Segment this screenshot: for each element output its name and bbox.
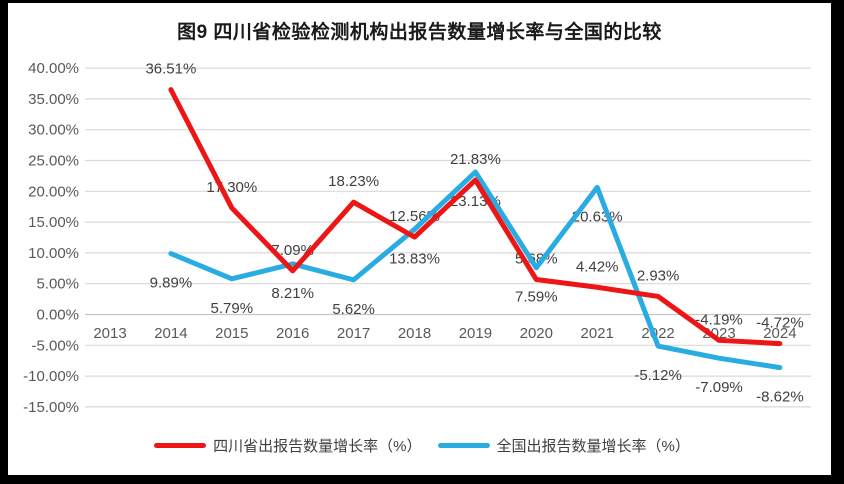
chart-legend: 四川省出报告数量增长率（%） 全国出报告数量增长率（%） [0,435,844,456]
data-label: 36.51% [145,61,196,78]
data-label: 18.23% [328,173,379,190]
x-axis-tick-label: 2021 [581,325,614,342]
series-line-national [168,169,783,371]
x-axis-tick-label: 2015 [215,325,248,342]
data-label: -5.12% [634,367,682,384]
data-label: 12.56% [389,208,440,225]
data-label: 13.83% [389,250,440,267]
legend-item-sichuan: 四川省出报告数量增长率（%） [154,435,422,456]
x-axis-tick-label: 2013 [93,325,126,342]
data-label: 8.21% [271,285,314,302]
y-axis-tick-label: -5.00% [31,337,79,354]
legend-label-sichuan: 四川省出报告数量增长率（%） [213,438,422,455]
y-axis-tick-label: 10.00% [28,245,79,262]
x-axis-tick-label: 2020 [520,325,553,342]
data-label: 5.62% [332,301,375,318]
data-label: -4.19% [695,311,743,328]
y-axis-tick-label: 15.00% [28,214,79,231]
data-label: 9.89% [150,275,193,292]
data-label: -4.72% [756,315,804,332]
y-axis-tick-label: 5.00% [36,276,79,293]
y-axis-tick-label: 40.00% [28,60,79,77]
data-label: 2.93% [637,267,680,284]
x-axis-tick-label: 2019 [459,325,492,342]
y-axis-tick-label: 0.00% [36,307,79,324]
x-axis-tick-label: 2023 [702,325,735,342]
data-label: 4.42% [576,258,619,275]
y-axis-tick-label: 20.00% [28,183,79,200]
data-label: -7.09% [695,379,743,396]
x-axis-tick-label: 2018 [398,325,431,342]
x-axis-tick-label: 2014 [154,325,187,342]
data-label: 5.79% [211,300,254,317]
chart-title: 图9 四川省检验检测机构出报告数量增长率与全国的比较 [177,22,662,43]
y-axis-tick-label: 30.00% [28,122,79,139]
x-axis-tick-label: 2016 [276,325,309,342]
sichuan-line-swatch-icon [154,443,207,448]
data-label: 21.83% [450,151,501,168]
y-axis-tick-label: 35.00% [28,91,79,108]
data-label: 7.09% [271,242,314,259]
data-label: -8.62% [756,389,804,406]
series-line-sichuan [168,87,783,347]
y-axis-tick-label: 25.00% [28,153,79,170]
data-label: 17.30% [206,179,257,196]
legend-label-national: 全国出报告数量增长率（%） [496,438,690,455]
x-axis-tick-label: 2024 [763,325,796,342]
y-axis-tick-label: -15.00% [23,399,79,416]
legend-item-national: 全国出报告数量增长率（%） [437,435,690,456]
x-axis-tick-label: 2017 [337,325,370,342]
data-label: 7.59% [515,289,558,306]
chart-background [8,3,831,475]
national-line-swatch-icon [437,443,490,448]
y-axis-tick-label: -10.00% [23,368,79,385]
